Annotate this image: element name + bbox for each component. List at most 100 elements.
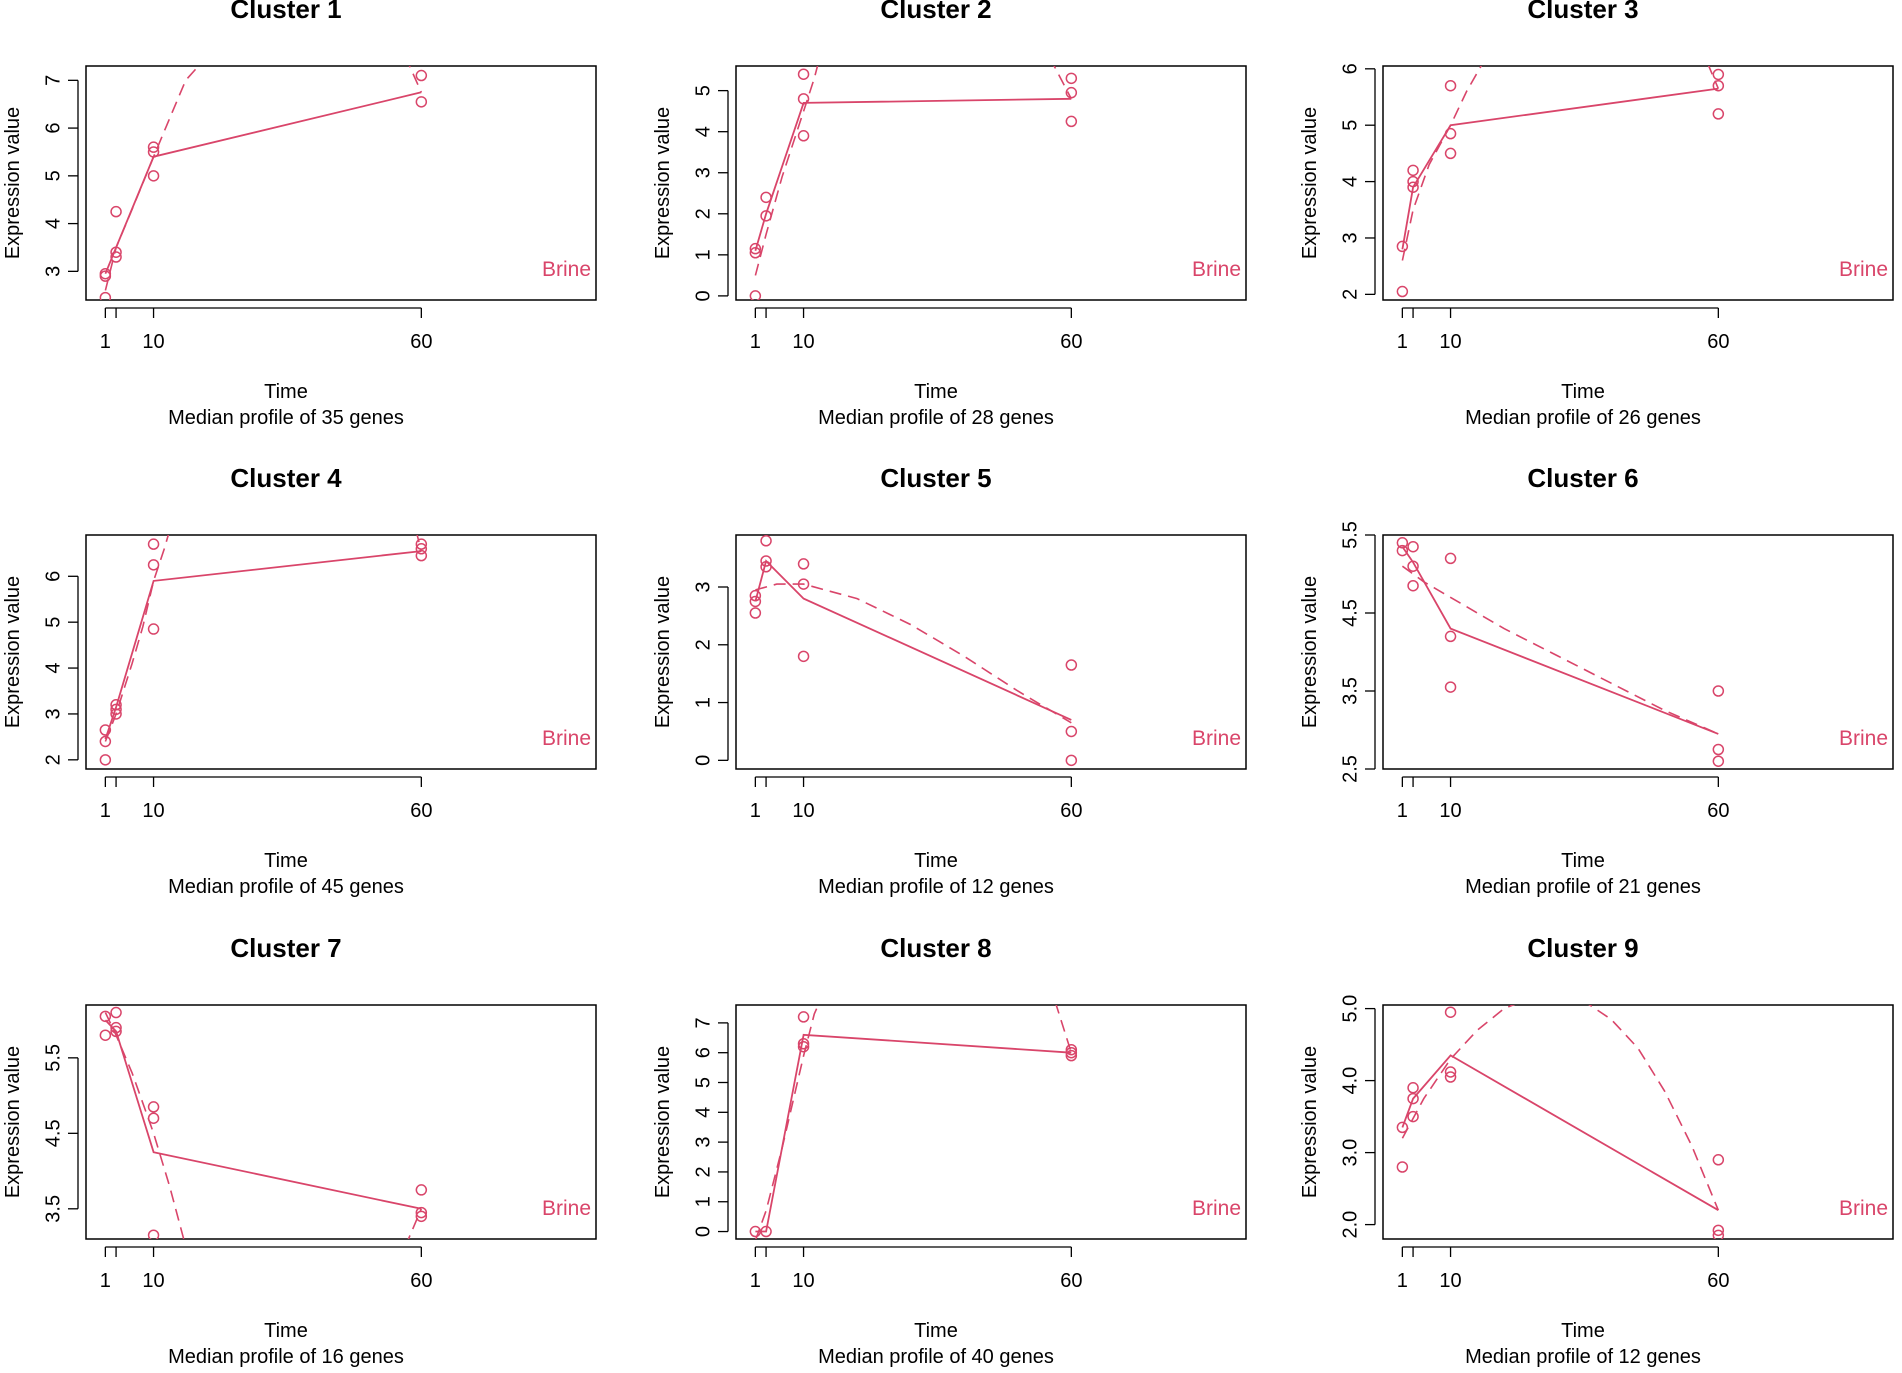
x-tick-label: 10 — [142, 1270, 164, 1292]
data-point — [1065, 72, 1078, 85]
panel-cluster-9: Cluster 9 1 10 60 2.0 3.0 4.0 5.0 Expression val… — [1299, 933, 1894, 1368]
x-tick-label: 10 — [142, 331, 164, 353]
data-point — [99, 735, 112, 748]
data-point — [147, 559, 160, 571]
median-profile-line — [1401, 546, 1719, 735]
median-profile-caption: Median profile of 12 genes — [818, 876, 1054, 898]
legend-label: Brine — [1192, 1197, 1241, 1220]
fitted-trend-line — [104, 1012, 185, 1239]
data-point — [110, 1021, 122, 1034]
x-axis-label: Time — [1561, 1320, 1605, 1342]
y-axis-label: Expression value — [652, 576, 674, 728]
y-tick-label: 6 — [692, 1047, 714, 1058]
data-layer — [749, 535, 1078, 767]
data-point — [147, 623, 160, 635]
data-point — [1444, 630, 1457, 643]
panel-cluster-3: Cluster 3 1 10 60 2 3 4 5 6 Expression value Time M… — [1299, 0, 1894, 429]
x-axis-label: Time — [914, 850, 958, 872]
data-point — [110, 1006, 122, 1019]
y-tick-label: 1 — [692, 1196, 714, 1207]
x-tick-label: 60 — [1060, 800, 1082, 822]
data-point — [1407, 1110, 1419, 1123]
fitted-trend-line — [1401, 565, 1719, 735]
median-profile-line — [755, 1033, 1072, 1233]
x-axis-label: Time — [914, 1320, 958, 1342]
y-tick-label: 3 — [42, 708, 64, 719]
x-axis: 1 10 60 — [100, 307, 432, 353]
legend-label: Brine — [542, 1197, 591, 1220]
data-point — [415, 549, 428, 562]
fitted-trend-line — [754, 66, 819, 276]
y-tick-label: 5 — [1339, 120, 1361, 131]
median-profile-caption: Median profile of 40 genes — [818, 1346, 1054, 1368]
y-tick-label: 7 — [692, 1017, 714, 1028]
fitted-trend-line — [755, 583, 1072, 724]
data-point — [99, 1010, 112, 1023]
fitted-trend-line-end — [1707, 66, 1720, 89]
y-tick-label: 4.5 — [42, 1119, 64, 1147]
y-tick-label: 5.0 — [1339, 995, 1361, 1023]
data-point — [1444, 1071, 1457, 1083]
panel-title: Cluster 2 — [880, 0, 991, 24]
data-layer — [749, 1005, 1078, 1239]
data-point — [147, 1112, 160, 1124]
x-axis-label: Time — [1561, 850, 1605, 872]
data-point — [415, 1184, 428, 1196]
median-profile-line — [1401, 87, 1719, 250]
panel-cluster-5: Cluster 5 1 10 60 0 1 2 3 Expression value Time Me… — [652, 463, 1247, 898]
data-point — [415, 1210, 428, 1223]
data-point — [1407, 579, 1419, 592]
data-point — [760, 191, 772, 204]
x-tick-label: 10 — [1439, 1270, 1461, 1292]
median-profile-caption: Median profile of 12 genes — [1465, 1346, 1701, 1368]
data-point — [749, 290, 762, 300]
data-point — [1065, 1043, 1078, 1056]
data-point — [1065, 86, 1078, 99]
plot-frame — [735, 65, 1247, 301]
panel-cluster-8: Cluster 8 1 10 60 0 1 2 3 4 5 6 7 Expression value Ti… — [652, 933, 1247, 1368]
panel-title: Cluster 1 — [230, 0, 341, 24]
data-point — [99, 270, 112, 282]
data-point — [749, 247, 762, 259]
plot-frame — [735, 534, 1247, 770]
y-tick-label: 1 — [692, 249, 714, 260]
data-point — [1065, 754, 1078, 767]
y-axis: 3 4 5 6 7 — [42, 75, 79, 277]
x-tick-label: 1 — [100, 800, 111, 822]
data-point — [415, 69, 428, 82]
x-axis-label: Time — [914, 381, 958, 403]
x-tick-label: 1 — [1397, 331, 1408, 353]
data-point — [110, 708, 122, 720]
panel-cluster-7: Cluster 7 1 10 60 3.5 4.5 5.5 Expression value T… — [2, 933, 597, 1368]
data-point — [415, 538, 428, 550]
data-point — [1407, 540, 1419, 553]
x-axis: 1 10 60 — [1397, 307, 1729, 353]
data-point — [147, 146, 160, 158]
y-tick-label: 4 — [42, 218, 64, 229]
data-point — [147, 1229, 160, 1239]
data-point — [797, 93, 810, 105]
data-point — [110, 699, 122, 711]
y-tick-label: 4 — [692, 1107, 714, 1118]
y-tick-label: 4 — [1339, 176, 1361, 187]
data-point — [749, 607, 762, 619]
y-tick-label: 3.5 — [42, 1195, 64, 1223]
data-point — [797, 650, 810, 663]
data-point — [1396, 544, 1409, 557]
legend-label: Brine — [542, 258, 591, 281]
x-axis: 1 10 60 — [100, 776, 432, 822]
y-tick-label: 3.0 — [1339, 1139, 1361, 1167]
x-tick-label: 1 — [1397, 800, 1408, 822]
data-layer — [749, 66, 1078, 300]
legend-label: Brine — [1839, 1197, 1888, 1220]
median-profile-line — [104, 550, 422, 740]
data-layer — [99, 535, 428, 766]
data-point — [749, 589, 762, 602]
data-point — [110, 205, 122, 218]
plot-frame — [1382, 65, 1894, 301]
data-point — [797, 1038, 810, 1050]
panel-title: Cluster 8 — [880, 933, 991, 963]
y-axis: 2 3 4 5 6 — [1339, 63, 1376, 300]
y-axis-label: Expression value — [652, 1046, 674, 1198]
data-point — [797, 558, 810, 570]
